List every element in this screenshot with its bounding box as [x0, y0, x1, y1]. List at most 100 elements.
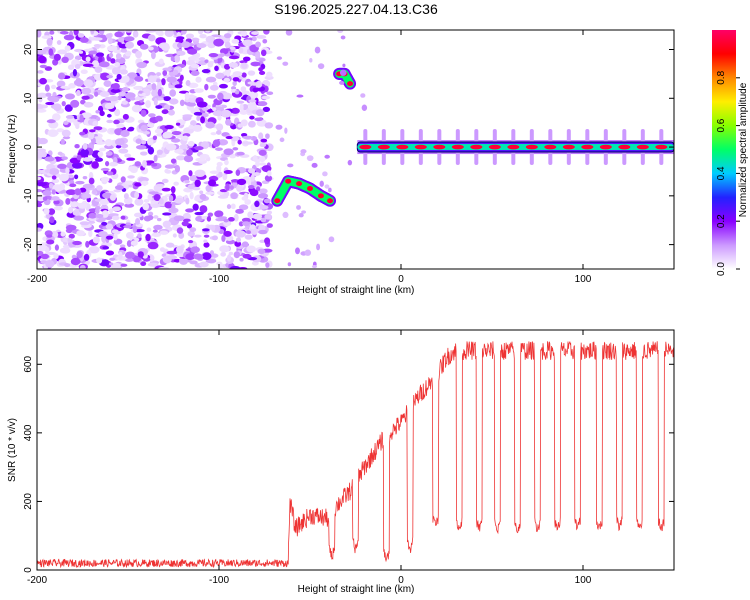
noise-blob: [116, 123, 125, 129]
noise-blob: [145, 100, 151, 109]
noise-blob: [64, 93, 76, 100]
noise-blob: [106, 45, 118, 52]
noise-blob: [324, 154, 330, 159]
noise-blob: [146, 160, 155, 164]
noise-blob: [234, 90, 240, 95]
noise-blob: [127, 175, 135, 179]
noise-blob: [161, 78, 166, 86]
noise-blob: [68, 83, 76, 89]
noise-blob: [185, 197, 190, 205]
noise-blob: [88, 50, 98, 55]
noise-blob: [162, 220, 172, 229]
noise-blob: [228, 251, 234, 256]
noise-blob: [360, 93, 366, 98]
noise-blob: [65, 189, 77, 196]
noise-blob: [37, 70, 44, 74]
noise-blob: [60, 85, 70, 89]
noise-blob: [101, 221, 108, 226]
noise-blob: [225, 118, 232, 126]
noise-blob: [205, 76, 217, 83]
noise-blob: [110, 58, 116, 64]
noise-blob: [113, 189, 122, 193]
trace-core-blob: [327, 198, 334, 204]
noise-blob: [181, 220, 189, 227]
noise-blob: [129, 97, 136, 101]
noise-blob: [134, 191, 140, 199]
noise-blob: [161, 187, 171, 192]
noise-blob: [209, 170, 220, 174]
noise-blob: [233, 251, 241, 259]
noise-blob: [361, 104, 368, 112]
y-tick-label: 200: [23, 493, 34, 510]
noise-blob: [287, 262, 292, 267]
noise-blob: [219, 83, 228, 89]
snr-ticks: -200 -100 0 100 0 200 400 600: [23, 330, 674, 586]
noise-blob: [153, 194, 161, 201]
noise-blob: [99, 147, 106, 152]
noise-blob: [258, 188, 268, 194]
noise-blob: [229, 46, 236, 50]
noise-blob: [60, 231, 66, 237]
noise-blob: [226, 204, 232, 210]
noise-blob: [266, 91, 274, 96]
noise-blob: [228, 55, 240, 60]
noise-blob: [174, 148, 184, 154]
noise-blob: [285, 30, 293, 36]
noise-blob: [214, 147, 223, 151]
noise-blob: [241, 196, 248, 201]
noise-blob: [82, 63, 94, 68]
noise-blob: [135, 218, 141, 225]
noise-blob: [265, 262, 270, 268]
noise-blob: [169, 98, 179, 105]
noise-blob: [314, 46, 321, 54]
noise-blob: [79, 114, 84, 123]
noise-blob: [83, 253, 90, 261]
noise-blob: [116, 73, 122, 80]
noise-blob: [128, 166, 139, 172]
noise-blob: [38, 55, 47, 64]
noise-blob: [311, 162, 318, 168]
noise-blob: [184, 92, 190, 100]
noise-blob: [46, 119, 56, 124]
noise-blob: [161, 109, 169, 115]
spectrogram-y-label: Frequency (Hz): [7, 115, 18, 184]
noise-blob: [137, 119, 145, 124]
noise-blob: [170, 186, 176, 194]
noise-blob: [91, 161, 99, 169]
noise-blob: [153, 154, 158, 162]
noise-blob: [82, 176, 88, 180]
noise-blob: [186, 102, 197, 107]
noise-blob: [179, 99, 185, 107]
noise-blob: [52, 113, 61, 121]
noise-blob: [258, 229, 268, 235]
noise-blob: [276, 56, 283, 60]
noise-blob: [156, 149, 163, 155]
noise-blob: [181, 41, 191, 48]
noise-blob: [223, 230, 232, 237]
noise-blob: [257, 205, 269, 210]
noise-blob: [80, 99, 86, 105]
noise-blob: [211, 235, 218, 241]
noise-blob: [63, 120, 69, 126]
noise-blob: [202, 107, 209, 112]
noise-blob: [140, 261, 147, 267]
noise-blob: [342, 63, 346, 68]
noise-blob: [206, 215, 212, 222]
noise-blob: [204, 83, 209, 91]
noise-blob: [105, 160, 110, 167]
noise-blob: [37, 227, 43, 232]
noise-blob: [147, 122, 155, 128]
trace-core: [396, 144, 409, 150]
noise-blob: [211, 34, 222, 38]
noise-blob: [143, 198, 150, 203]
noise-blob: [82, 183, 94, 189]
noise-blob: [100, 72, 110, 81]
noise-blob: [53, 53, 61, 61]
noise-blob: [64, 104, 73, 112]
noise-blob: [122, 75, 130, 83]
noise-blob: [132, 30, 139, 38]
trace-core: [562, 144, 575, 150]
noise-blob: [192, 203, 199, 211]
noise-blob: [207, 61, 214, 68]
noise-blob: [106, 113, 112, 118]
